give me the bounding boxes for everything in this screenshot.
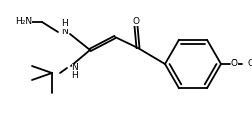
Text: H: H	[72, 71, 78, 79]
Text: O: O	[133, 17, 140, 25]
Text: CH₃: CH₃	[247, 58, 252, 67]
Text: CH₃: CH₃	[247, 58, 252, 67]
Text: O: O	[231, 60, 237, 68]
Text: H₂N: H₂N	[15, 18, 32, 26]
Text: N: N	[72, 63, 78, 72]
Text: O: O	[231, 60, 237, 68]
Text: O: O	[133, 17, 140, 25]
Text: N: N	[62, 26, 68, 35]
Text: N: N	[62, 26, 68, 35]
Text: H: H	[72, 71, 78, 79]
Text: H: H	[62, 19, 68, 29]
Text: N: N	[72, 63, 78, 72]
Text: H: H	[62, 19, 68, 29]
Text: H₂N: H₂N	[15, 18, 32, 26]
